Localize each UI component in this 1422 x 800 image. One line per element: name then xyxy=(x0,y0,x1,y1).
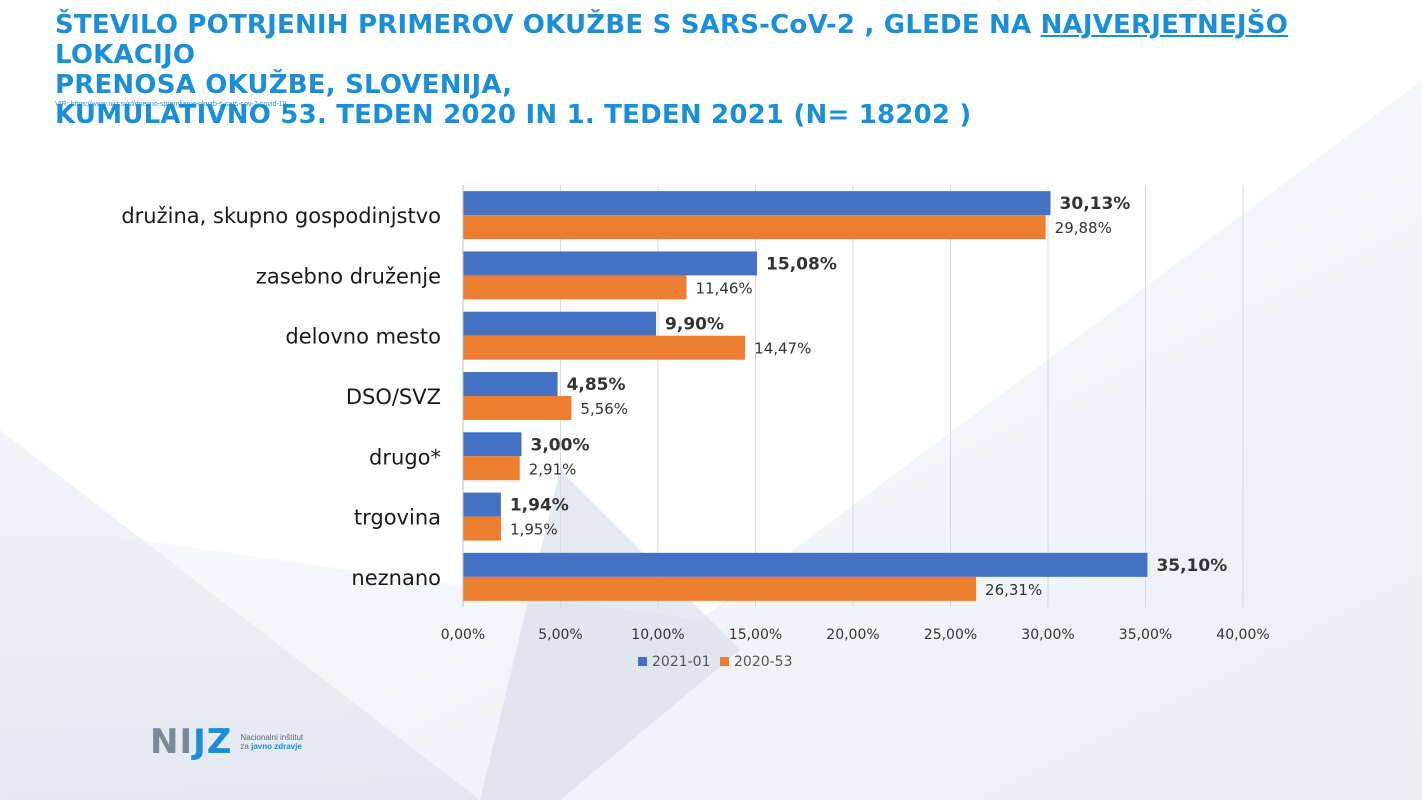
legend-swatch-2020-53 xyxy=(720,657,729,666)
category-label: družina, skupno gospodinjstvo xyxy=(121,204,441,228)
bar-2021-01 xyxy=(463,311,657,336)
bar-2020-53 xyxy=(463,275,687,300)
category-label: zasebno druženje xyxy=(256,264,441,288)
data-label: 29,88% xyxy=(1055,219,1112,237)
title-line3: KUMULATIVNO 53. TEDEN 2020 IN 1. TEDEN 2… xyxy=(55,100,972,130)
data-label: 3,00% xyxy=(531,435,590,455)
title-line1-b: LOKACIJO xyxy=(55,40,196,70)
x-tick-label: 30,00% xyxy=(1021,627,1074,643)
data-label: 9,90% xyxy=(665,315,724,335)
data-label: 14,47% xyxy=(754,340,811,358)
data-label: 35,10% xyxy=(1156,556,1227,576)
category-label: delovno mesto xyxy=(285,325,441,349)
legend-entry: 2020-53 xyxy=(734,654,793,670)
bar-2021-01 xyxy=(463,432,522,457)
data-label: 1,94% xyxy=(510,496,569,516)
legend-swatch-2021-01 xyxy=(638,657,647,666)
legend-entry: 2021-01 xyxy=(652,654,711,670)
data-label: 11,46% xyxy=(695,279,752,297)
x-tick-label: 5,00% xyxy=(538,627,582,643)
x-tick-label: 35,00% xyxy=(1119,627,1172,643)
nijz-logo: NIJZ Nacionalni inštitut za javno zdravj… xyxy=(150,722,303,762)
title-line1-a: ŠTEVILO POTRJENIH PRIMEROV OKUŽBE S SARS… xyxy=(55,10,1041,40)
data-label: 5,56% xyxy=(580,400,628,418)
bar-2020-53 xyxy=(463,456,520,481)
bar-2021-01 xyxy=(463,251,758,276)
data-label: 1,95% xyxy=(510,521,558,539)
data-label: 30,13% xyxy=(1060,194,1131,214)
bar-2020-53 xyxy=(463,335,746,360)
category-label: drugo* xyxy=(369,445,441,469)
data-label: 4,85% xyxy=(567,375,626,395)
x-tick-label: 15,00% xyxy=(729,627,782,643)
x-tick-label: 0,00% xyxy=(441,627,485,643)
logo-text: Nacionalni inštitut za javno zdravje xyxy=(240,733,304,751)
source-link[interactable]: VIR: https://www.nijz.si/sl/dnevno-sprem… xyxy=(55,101,287,108)
title-line1-underlined: NAJVERJETNEJŠO xyxy=(1040,10,1289,40)
bar-2021-01 xyxy=(463,372,558,396)
category-label: DSO/SVZ xyxy=(346,385,441,409)
x-tick-label: 40,00% xyxy=(1216,627,1269,643)
x-tick-label: 10,00% xyxy=(631,627,684,643)
bar-2021-01 xyxy=(463,191,1051,216)
bar-2021-01 xyxy=(463,492,501,517)
bar-2020-53 xyxy=(463,516,502,541)
bar-2020-53 xyxy=(463,396,572,420)
x-tick-label: 20,00% xyxy=(826,627,879,643)
title-line2: PRENOSA OKUŽBE, SLOVENIJA, xyxy=(55,70,513,100)
bar-2020-53 xyxy=(463,576,977,601)
logo-mark: NIJZ xyxy=(150,722,233,762)
category-label: neznano xyxy=(351,566,441,590)
data-label: 15,08% xyxy=(766,254,837,274)
bar-2020-53 xyxy=(463,215,1046,240)
category-label: trgovina xyxy=(354,506,441,530)
data-label: 2,91% xyxy=(529,460,577,478)
chart-title: ŠTEVILO POTRJENIH PRIMEROV OKUŽBE S SARS… xyxy=(55,10,1422,130)
data-label: 26,31% xyxy=(985,581,1042,599)
x-tick-label: 25,00% xyxy=(924,627,977,643)
bar-2021-01 xyxy=(463,552,1148,577)
